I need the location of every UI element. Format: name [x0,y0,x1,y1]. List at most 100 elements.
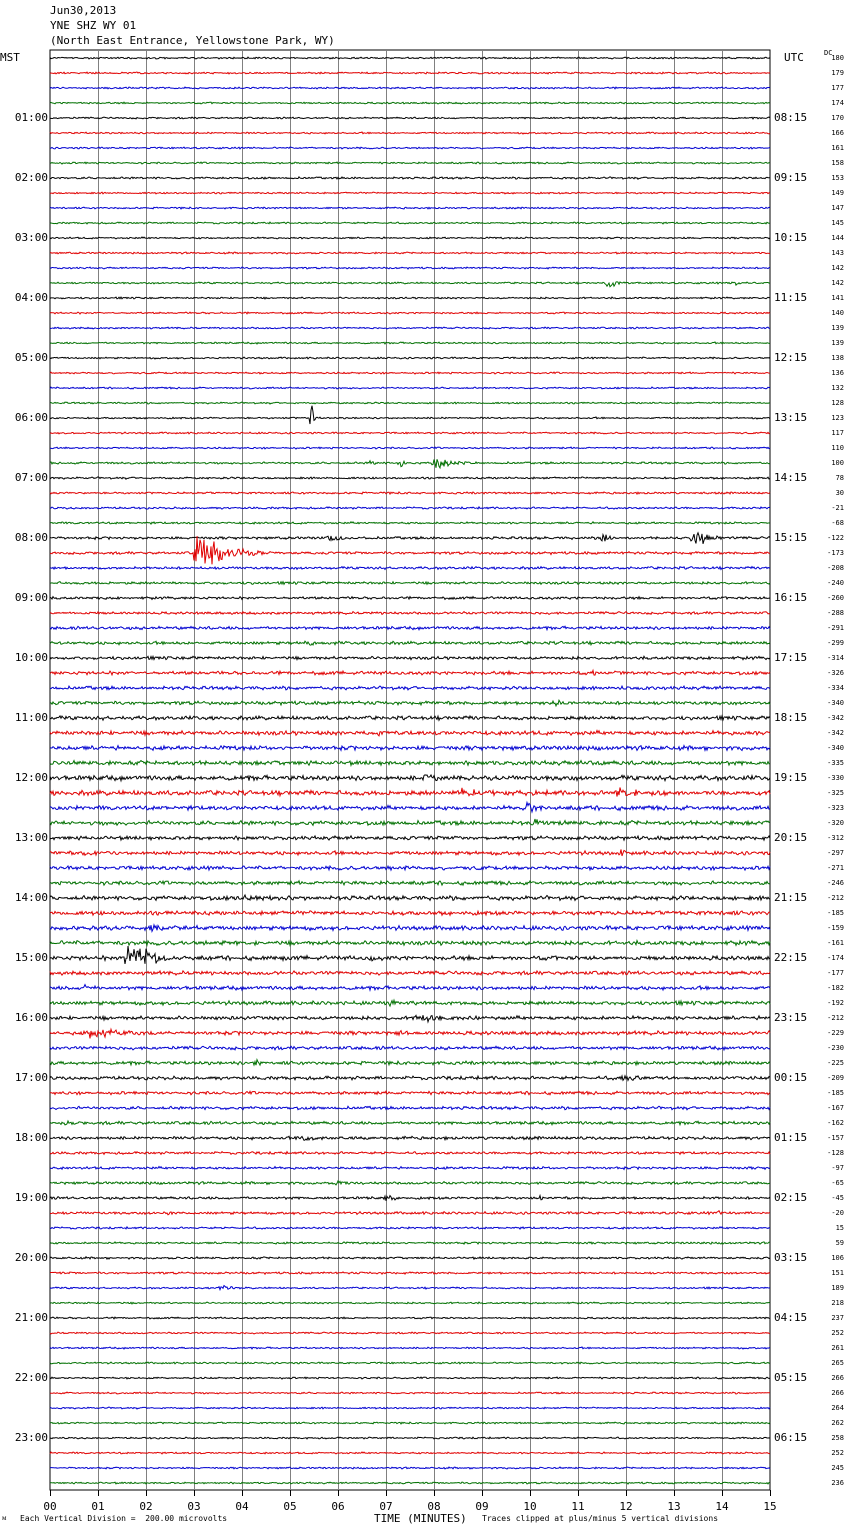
trace-line [49,923,771,933]
trace-line [49,531,771,544]
trace-line [49,818,771,827]
trace-line [49,1240,771,1245]
utc-hour-label: 03:15 [774,1251,808,1264]
trace-line [49,401,771,405]
trace-line [49,654,771,662]
dc-offset-label: -334 [827,684,844,692]
dc-offset-label: 59 [835,1239,844,1247]
dc-offset-label: 189 [831,1284,844,1292]
dc-offset-label: -174 [827,954,844,962]
dc-offset-label: 78 [835,474,844,482]
mst-hour-label: 21:00 [14,1311,48,1324]
dc-offset-label: -192 [827,999,844,1007]
plot-date: Jun30,2013 [50,4,117,17]
x-tick-label: 10 [523,1500,537,1513]
trace-line [49,684,771,691]
trace-line [49,476,771,480]
dc-offset-label: 139 [831,324,844,332]
x-axis-title: TIME (MINUTES) [374,1512,467,1525]
dc-offset-label: 161 [831,144,844,152]
dc-offset-label: -320 [827,819,844,827]
trace-line [49,879,771,887]
dc-offset-label: -185 [827,909,844,917]
dc-offset-label: 151 [831,1269,844,1277]
trace-line [49,146,771,150]
dc-offset-label: -212 [827,1014,844,1022]
dc-offset-label: -323 [827,804,844,812]
dc-offset-label: 264 [831,1404,844,1412]
trace-line [49,939,771,948]
dc-offset-label: -173 [827,549,844,557]
trace-line [49,431,771,435]
utc-hour-label: 01:15 [774,1131,808,1144]
dc-offset-label: -225 [827,1059,844,1067]
trace-line [49,459,771,470]
dc-offset-label: -212 [827,894,844,902]
trace-line [49,266,771,270]
trace-line [49,610,771,616]
utc-hour-label: 14:15 [774,471,808,484]
mst-hour-label: 12:00 [14,771,48,784]
dc-offset-label: -182 [827,984,844,992]
dc-offset-label: 252 [831,1449,844,1457]
dc-offset-label: -185 [827,1089,844,1097]
dc-offset-label: 258 [831,1434,844,1442]
dc-offset-label: 100 [831,459,844,467]
trace-line [49,1105,771,1111]
trace-line [49,998,771,1008]
trace-line [50,446,771,450]
trace-line [49,206,771,210]
dc-offset-label: 149 [831,189,844,197]
dc-offset-label: 245 [831,1464,844,1472]
dc-offset-label: -122 [827,534,844,542]
dc-offset-label: -230 [827,1044,844,1052]
trace-line [49,1391,770,1395]
trace-line [49,311,771,315]
trace-line [49,505,771,510]
dc-offset-label: 158 [831,159,844,167]
dc-offset-label: 138 [831,354,844,362]
trace-line [49,893,771,902]
mst-hour-label: 15:00 [14,951,48,964]
utc-hour-label: 04:15 [774,1311,808,1324]
mst-hour-label: 13:00 [14,831,48,844]
trace-line [49,491,771,496]
dc-offset-label: -314 [827,654,844,662]
x-tick-label: 02 [139,1500,153,1513]
dc-offset-label: -162 [827,1119,844,1127]
utc-hour-label: 09:15 [774,171,808,184]
trace-line [49,371,771,375]
dc-offset-label: 266 [831,1389,844,1397]
dc-offset-label: 140 [831,309,844,317]
dc-offset-label: 180 [831,54,844,62]
dc-offset-label: -288 [827,609,844,617]
utc-hour-label: 13:15 [774,411,808,424]
trace-line [49,983,771,992]
trace-line [49,101,771,105]
mst-hour-label: 09:00 [14,591,48,604]
trace-line [49,1135,771,1142]
dc-offset-label: 143 [831,249,844,257]
trace-line [49,1331,771,1335]
mst-hour-label: 06:00 [14,411,48,424]
utc-hour-label: 18:15 [774,711,808,724]
dc-offset-label: -335 [827,759,844,767]
trace-line [49,946,771,964]
trace-line [49,191,770,195]
trace-line [49,1027,771,1039]
trace-line [49,161,771,165]
x-tick-label: 14 [715,1500,729,1513]
utc-axis-label: UTC [784,51,804,64]
dc-offset-label: 15 [835,1224,844,1232]
station-code: YNE SHZ WY 01 [50,19,137,32]
mst-hour-label: 16:00 [14,1011,48,1024]
dc-offset-label: -325 [827,789,844,797]
x-tick-label: 12 [619,1500,633,1513]
dc-offset-label: 142 [831,264,844,272]
trace-line [49,1045,771,1052]
mst-hour-label: 07:00 [14,471,48,484]
dc-offset-label: 174 [831,99,844,107]
trace-line [49,1301,771,1305]
dc-offset-label: -330 [827,774,844,782]
